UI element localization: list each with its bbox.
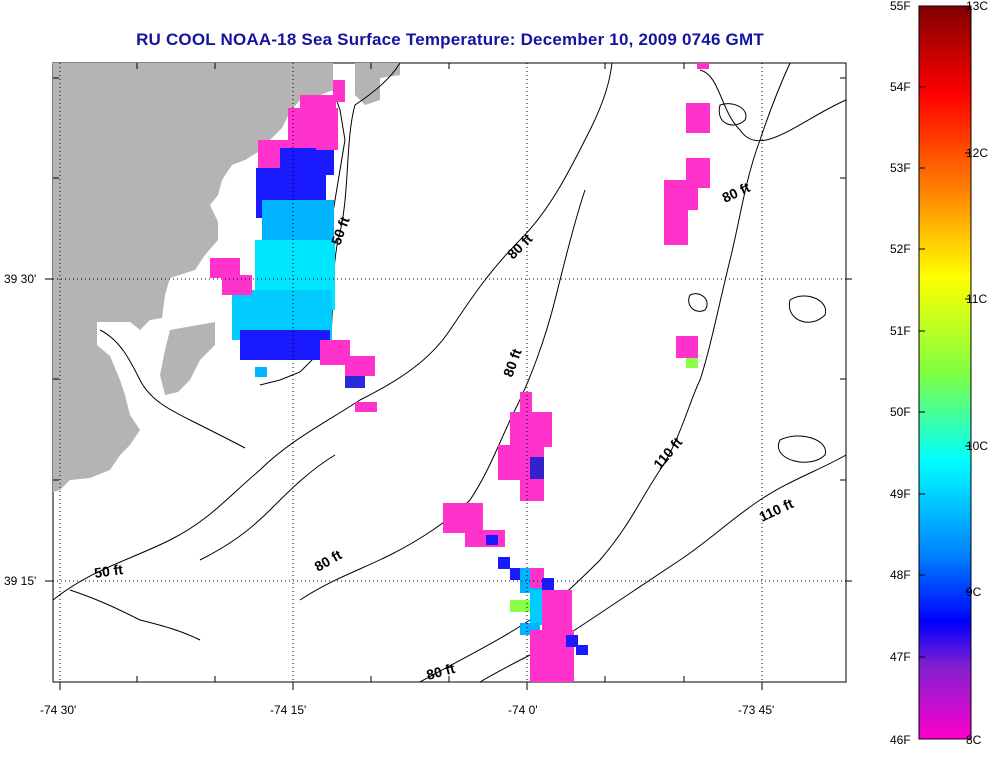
colorbar-label-f: 47F: [890, 650, 911, 664]
colorbar-label-c: 8C: [966, 733, 982, 747]
colorbar-label-c: 10C: [966, 439, 989, 453]
colorbar-ticks: [919, 86, 971, 658]
lon-tick-label: -74 15': [270, 703, 306, 717]
lat-tick-label: 39 15': [4, 574, 36, 588]
tick-marks: [45, 63, 852, 690]
map-title: RU COOL NOAA-18 Sea Surface Temperature:…: [136, 30, 764, 49]
colorbar-label-f: 54F: [890, 80, 911, 94]
colorbar-label-f: 46F: [890, 733, 911, 747]
lat-tick-label: 39 30': [4, 272, 36, 286]
colorbar-label-f: 50F: [890, 405, 911, 419]
bathymetry-contours: [52, 62, 847, 683]
colorbar-label-f: 52F: [890, 242, 911, 256]
land-patch: [355, 63, 400, 105]
lon-tick-label: -74 30': [40, 703, 76, 717]
colorbar-label-f: 53F: [890, 161, 911, 175]
colorbar-label-f: 51F: [890, 324, 911, 338]
colorbar-label-f: 48F: [890, 568, 911, 582]
contour-label: 80 ft: [425, 660, 457, 683]
colorbar-label-f: 49F: [890, 487, 911, 501]
lon-tick-label: -73 45': [738, 703, 774, 717]
colorbar-gradient: [918, 5, 972, 740]
colorbar-scale: [918, 5, 972, 740]
colorbar-label-c: 13C: [966, 0, 989, 13]
lon-tick-label: -74 0': [508, 703, 538, 717]
colorbar-label-f: 55F: [890, 0, 911, 13]
graticule: [53, 63, 846, 682]
colorbar: 55F 54F 53F 52F 51F 50F 49F 48F 47F 46F …: [880, 0, 992, 754]
colorbar-label-c: 9C: [966, 585, 982, 599]
land-patch: [160, 322, 215, 395]
sst-map: -74 30' -74 15' -74 0' -73 45' 39 30' 39…: [4, 62, 852, 717]
colorbar-label-c: 11C: [966, 292, 988, 306]
colorbar-label-c: 12C: [966, 146, 989, 160]
land-mass: [53, 63, 333, 492]
contour-label: 50 ft: [93, 561, 124, 581]
sst-pixels: [210, 63, 710, 682]
